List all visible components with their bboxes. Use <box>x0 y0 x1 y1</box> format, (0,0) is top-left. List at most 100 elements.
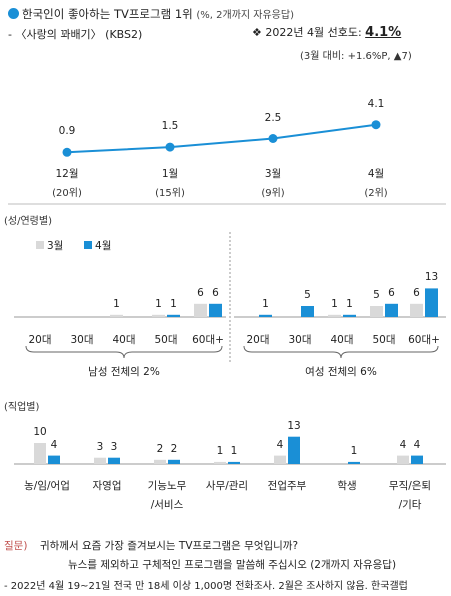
occ-category-2-line-0: 기능노무 <box>147 480 187 492</box>
group-brace-1 <box>243 345 439 359</box>
occ-category-2-line-1: /서비스 <box>150 499 184 511</box>
source-note: - 2022년 4월 19~21일 전국 만 18세 이상 1,000명 전화조… <box>4 581 408 592</box>
occ-3-value-4: 1 <box>230 444 238 457</box>
g0-category-2: 40대 <box>112 334 136 346</box>
line-value-label-1: 1.5 <box>161 120 179 133</box>
title-text: 한국인이 좋아하는 TV프로그램 1위 <box>22 7 193 21</box>
section-label-gender-age: (성/연령별) <box>4 216 52 227</box>
trend-line <box>66 123 377 154</box>
g0-c4-bar-4 <box>209 303 222 317</box>
g1-c2-bar-4 <box>343 314 356 317</box>
occ-5-bar-4 <box>348 461 360 464</box>
chart-title: 한국인이 좋아하는 TV프로그램 1위 (%, 2개까지 자유응답) <box>8 6 294 22</box>
occ-6-value-3: 4 <box>399 438 407 451</box>
occ-4-bar-4 <box>288 436 300 464</box>
line-category-label-1: 1월 <box>161 168 179 180</box>
occ-6-value-4: 4 <box>413 438 421 451</box>
occ-4-value-4: 13 <box>287 419 301 432</box>
line-value-label-2: 2.5 <box>264 111 282 124</box>
preference-value: 4.1% <box>365 25 402 40</box>
occ-3-bar-4 <box>228 461 240 464</box>
line-rank-label-1: (15위) <box>155 188 185 199</box>
occ-4-bar-3 <box>274 455 286 464</box>
line-value-label-3: 4.1 <box>367 97 385 110</box>
g0-c4-value-4: 6 <box>212 286 219 299</box>
question-text: 귀하께서 요즘 가장 즐겨보시는 TV프로그램은 무엇입니까? <box>40 540 299 552</box>
occ-0-value-3: 10 <box>33 426 47 438</box>
occ-category-3-line-0: 사무/관리 <box>205 480 249 492</box>
g1-c2-value-3: 1 <box>331 297 338 310</box>
occ-1-bar-4 <box>108 457 120 464</box>
legend: 3월 4월 <box>36 238 111 253</box>
g0-c3-bar-3 <box>152 314 165 317</box>
occ-2-value-4: 2 <box>170 442 178 455</box>
occ-category-6-line-0: 무직/은퇴 <box>388 480 432 492</box>
g1-c3-value-3: 5 <box>373 289 380 301</box>
occ-2-bar-4 <box>168 459 180 464</box>
occ-0-bar-3 <box>34 443 46 464</box>
occ-1-bar-3 <box>94 457 106 464</box>
occ-5-value-4: 1 <box>350 444 358 457</box>
line-point-2 <box>268 134 278 143</box>
g0-category-4: 60대+ <box>192 334 224 346</box>
section-label-occupation: (직업별) <box>4 402 40 413</box>
occ-2-bar-3 <box>154 459 166 464</box>
program-subtitle: - 〈사랑의 꽈배기〉 (KBS2) <box>8 28 143 41</box>
line-point-3 <box>371 120 381 130</box>
legend-label-march: 3월 <box>47 240 64 252</box>
occ-3-bar-3 <box>214 461 226 464</box>
occ-2-value-3: 2 <box>156 442 164 455</box>
line-category-label-0: 12월 <box>55 168 79 180</box>
g0-c3-bar-4 <box>167 314 180 317</box>
g1-c4-value-3: 6 <box>413 286 420 299</box>
line-series <box>8 120 446 205</box>
g1-category-1: 30대 <box>288 334 312 346</box>
bar-marks <box>14 232 446 465</box>
legend-label-april: 4월 <box>95 240 112 252</box>
occ-1-value-3: 3 <box>96 440 104 453</box>
preference-label: ❖ 2022년 4월 선호도: <box>252 26 362 39</box>
occ-3-value-3: 1 <box>216 444 224 457</box>
line-category-label-3: 4월 <box>367 168 385 180</box>
g0-c4-value-3: 6 <box>197 286 204 299</box>
line-rank-label-2: (9위) <box>261 188 285 199</box>
g0-c3-value-4: 1 <box>170 297 177 310</box>
g1-c2-value-4: 1 <box>346 297 353 310</box>
g1-category-2: 40대 <box>330 334 354 346</box>
title-note: (%, 2개까지 자유응답) <box>196 10 294 21</box>
g1-c0-bar-4 <box>259 314 272 317</box>
occ-category-5-line-0: 학생 <box>337 480 357 492</box>
g1-c4-value-4: 13 <box>424 271 439 284</box>
group-total-label-1: 여성 전체의 6% <box>305 366 377 378</box>
occ-4-value-3: 4 <box>276 438 284 451</box>
line-point-0 <box>62 147 72 157</box>
g0-c2-bar-3 <box>110 314 123 317</box>
legend-swatch-march <box>36 241 44 249</box>
occ-6-bar-3 <box>397 455 409 464</box>
occ-category-0-line-0: 농/임/어업 <box>24 480 70 492</box>
line-point-1 <box>165 142 175 152</box>
g1-c2-bar-3 <box>328 314 341 317</box>
g1-category-0: 20대 <box>246 334 270 346</box>
change-note: (3월 대비: +1.6%P, ▲7) <box>300 51 412 62</box>
g1-c3-bar-3 <box>370 306 383 317</box>
line-category-label-2: 3월 <box>264 168 282 180</box>
group-brace-0 <box>25 345 223 359</box>
g1-c3-bar-4 <box>385 303 398 317</box>
bullet-dot-icon <box>8 8 19 19</box>
occ-6-bar-4 <box>411 455 423 464</box>
question-text-2: 뉴스를 제외하고 구체적인 프로그램을 말씀해 주십시오 (2개까지 자유응답) <box>68 559 397 571</box>
occ-0-bar-4 <box>48 455 60 464</box>
g0-category-0: 20대 <box>28 334 52 346</box>
group-total-label-0: 남성 전체의 2% <box>88 366 160 378</box>
g1-c1-bar-4 <box>301 306 314 317</box>
g1-c4-bar-3 <box>410 303 423 317</box>
g1-category-3: 50대 <box>372 334 396 346</box>
g1-category-4: 60대+ <box>408 334 440 346</box>
occ-0-value-4: 4 <box>50 438 58 451</box>
g1-c4-bar-4 <box>425 288 438 317</box>
question-label: 질문) <box>4 540 28 552</box>
line-value-label-0: 0.9 <box>58 125 76 138</box>
occ-1-value-4: 3 <box>110 440 118 453</box>
